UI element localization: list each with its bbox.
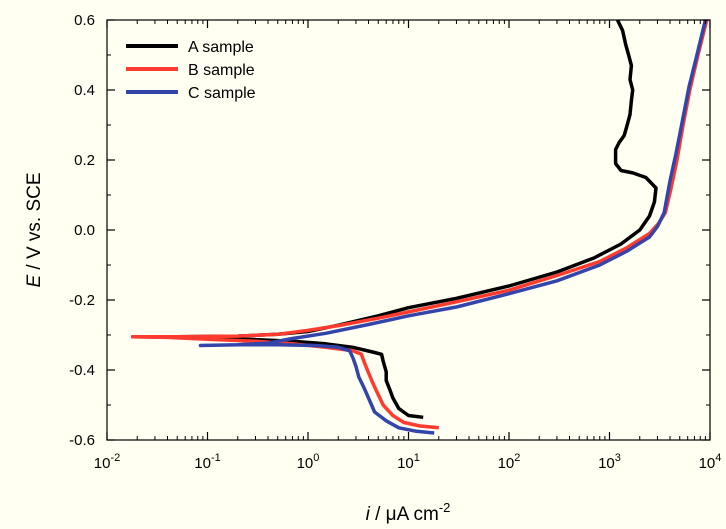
series-line-c-sample xyxy=(198,19,708,435)
y-tick-label: -0.4 xyxy=(69,362,95,379)
y-tick-label: 0.4 xyxy=(74,82,95,99)
series-line-b-sample xyxy=(130,19,709,430)
legend-label-c: C sample xyxy=(188,85,256,102)
x-tick-label: 10-1 xyxy=(194,452,220,472)
x-axis-superscript: -2 xyxy=(439,500,451,515)
x-axis-label: i / μA cm-2 xyxy=(366,500,451,525)
plot-frame xyxy=(106,19,711,441)
x-axis-text: / μA cm xyxy=(370,504,439,525)
y-axis-text: / V vs. SCE xyxy=(24,172,45,274)
x-tick-label: 101 xyxy=(397,452,420,472)
legend-label-b: B sample xyxy=(188,62,255,79)
y-tick-label: -0.6 xyxy=(69,432,95,449)
y-tick-label: 0.6 xyxy=(74,12,95,29)
x-ticks: 10-2 10-1 100 101 102 103 104 xyxy=(94,20,722,472)
x-tick-label: 10-2 xyxy=(94,452,120,472)
legend: A sample B sample C sample xyxy=(126,39,256,102)
x-tick-label: 103 xyxy=(598,452,621,472)
y-axis-label: E / V vs. SCE xyxy=(24,172,45,287)
y-tick-label: 0.0 xyxy=(74,222,95,239)
x-tick-label: 102 xyxy=(498,452,521,472)
x-tick-label: 100 xyxy=(297,452,320,472)
y-tick-label: 0.2 xyxy=(74,152,95,169)
y-ticks: 0.6 0.4 0.2 0.0 -0.2 -0.4 -0.6 xyxy=(69,12,710,449)
y-tick-label: -0.2 xyxy=(69,292,95,309)
x-axis-symbol: i xyxy=(366,504,371,525)
series-layer xyxy=(130,19,709,435)
series-line-a-sample xyxy=(130,19,658,420)
y-axis-symbol: E xyxy=(24,275,45,288)
x-tick-label: 104 xyxy=(699,452,722,472)
legend-label-a: A sample xyxy=(188,39,254,56)
